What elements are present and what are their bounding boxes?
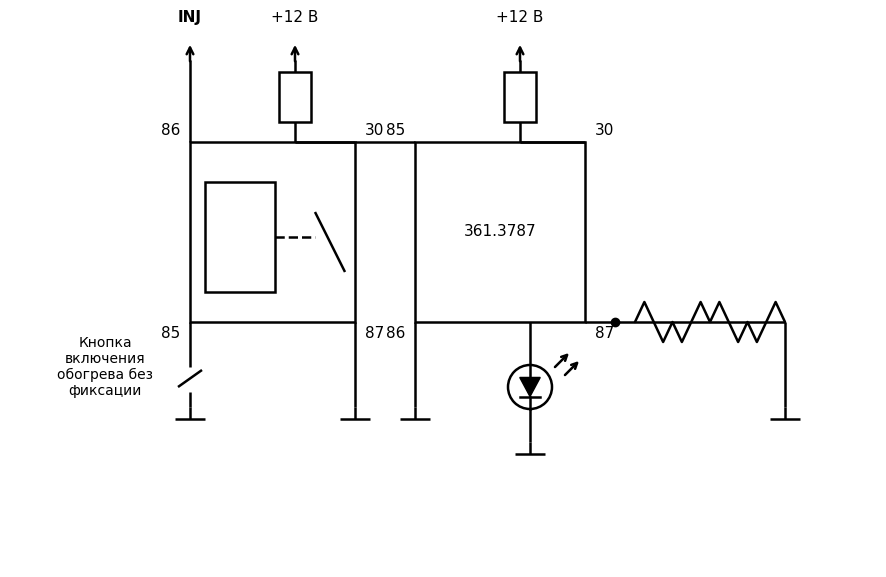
Circle shape — [508, 365, 551, 409]
Polygon shape — [519, 377, 540, 396]
Bar — [415, 142, 585, 322]
Text: 30: 30 — [364, 123, 384, 138]
Bar — [190, 142, 354, 322]
Bar — [503, 72, 535, 122]
Text: 86: 86 — [385, 326, 405, 341]
Text: +12 В: +12 В — [271, 10, 318, 25]
Bar — [279, 72, 311, 122]
Text: 87: 87 — [364, 326, 384, 341]
Text: 85: 85 — [385, 123, 405, 138]
Text: 361.3787: 361.3787 — [463, 224, 536, 239]
Text: Кнопка
включения
обогрева без
фиксации: Кнопка включения обогрева без фиксации — [57, 336, 152, 398]
Bar — [205, 182, 275, 292]
Text: 30: 30 — [595, 123, 614, 138]
Text: INJ: INJ — [178, 10, 202, 25]
Text: +12 В: +12 В — [496, 10, 543, 25]
Text: 85: 85 — [160, 326, 180, 341]
Text: 87: 87 — [595, 326, 614, 341]
Text: 86: 86 — [160, 123, 180, 138]
